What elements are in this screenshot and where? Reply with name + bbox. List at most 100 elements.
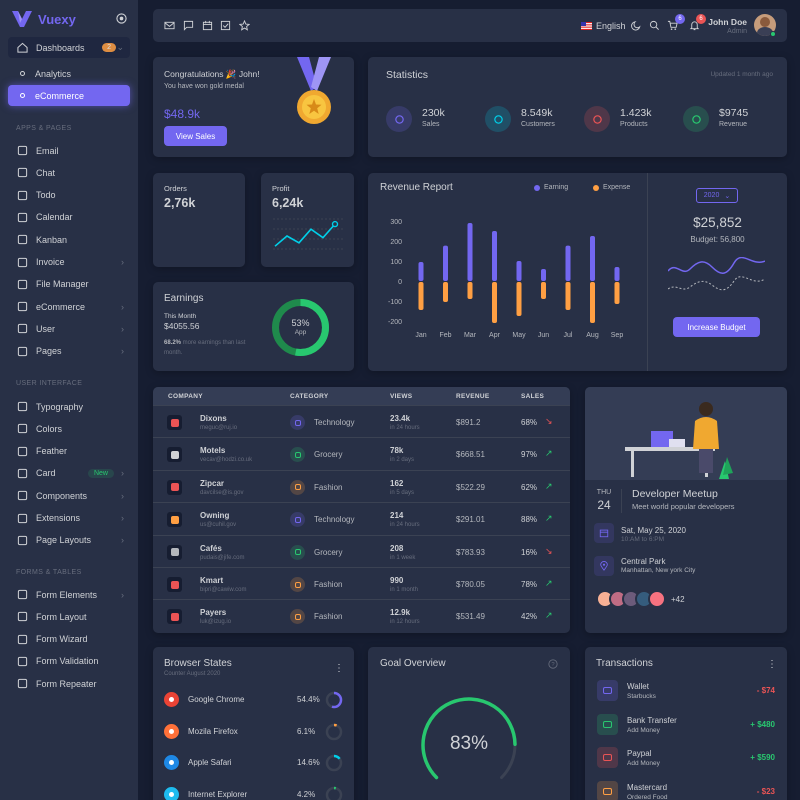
expense-bar [541,282,546,299]
sidebar-item-feather[interactable]: Feather [8,441,130,462]
profit-value: 6,24k [272,196,304,210]
search-icon[interactable] [649,20,660,31]
sidebar-item-form-elements[interactable]: Form Elements › [8,584,130,605]
sidebar-item-label: eCommerce [35,90,85,101]
attendee-avatar[interactable] [648,590,666,608]
mail-icon[interactable] [164,20,175,31]
sidebar-item-form-validation[interactable]: Form Validation [8,651,130,672]
gold-medal-icon [297,57,331,124]
sidebar-item-dashboards[interactable]: Dashboards 2 ⌄ [8,37,130,58]
sidebar-item-label: Pages [36,346,62,357]
year-dropdown[interactable]: 2020 ⌄ [696,188,738,203]
sales-value: 68% [521,418,538,427]
meetup-where: Central Park [621,557,666,566]
sidebar-item-kanban[interactable]: Kanban [8,229,130,250]
table-row[interactable]: Owning us@cuhil.gov Technology 214 in 24 hou… [153,502,570,534]
views-value: 78k [390,446,404,456]
sidebar-item-page-layouts[interactable]: Page Layouts › [8,530,130,551]
expense-bar [516,282,522,316]
sidebar-item-typography[interactable]: Typography [8,396,130,417]
views-sub: in 2 days [390,457,415,464]
browser-row: Mozila Firefox 6.1% [164,722,344,742]
sidebar-item-ecommerce[interactable]: eCommerce › [8,296,130,317]
profit-line-chart [273,218,345,250]
category-name: Grocery [314,547,343,557]
browser-pct: 54.4% [297,695,320,704]
category-icon [290,544,305,560]
brand[interactable]: Vuexy [12,11,76,27]
sidebar-item-colors[interactable]: Colors [8,418,130,439]
view-sales-button[interactable]: View Sales [164,126,227,146]
meetup-date: 24 [597,498,611,512]
sales-value: 78% [521,580,538,589]
sidebar-item-extensions[interactable]: Extensions › [8,508,130,529]
company-table-card [153,387,570,633]
expense-bar [565,282,571,310]
help-circle-icon[interactable]: ? [548,659,558,669]
table-row[interactable]: Zipcar davcilse@is.gov Fashion 162 in 5 days… [153,469,570,502]
sidebar-item-analytics[interactable]: Analytics [8,63,130,84]
table-row[interactable]: Dixons meguc@ruj.io Technology 23.4k in 24 h… [153,405,570,437]
sidebar-item-form-layout[interactable]: Form Layout [8,606,130,627]
table-row[interactable]: Cafés pudais@jife.com Grocery 208 in 1 week $… [153,534,570,567]
browser-progress-ring [325,723,343,740]
avatar[interactable] [754,14,776,36]
cart-count-badge: 6 [675,14,685,24]
sidebar-item-pages[interactable]: Pages › [8,341,130,362]
browser-name: Internet Explorer [188,789,248,799]
sidebar-item-todo[interactable]: Todo [8,185,130,206]
year-value: 2020 [703,192,720,199]
table-row[interactable]: Payers luk@izug.io Fashion 12.9k in 12 hours… [153,599,570,631]
sidebar-item-form-repeater[interactable]: Form Repeater [8,673,130,694]
company-email: luk@izug.io [200,619,232,626]
browser-row: Google Chrome 54.4% [164,690,344,710]
message-square-icon[interactable] [183,20,194,31]
sidebar-item-label: Dashboards [36,42,85,53]
sidebar-item-card[interactable]: Card New › [8,463,130,484]
views-sub: in 1 month [390,587,419,593]
earnings-title: Earnings [164,293,204,304]
sidebar-item-label: Form Wizard [36,634,88,645]
sidebar-item-components[interactable]: Components › [8,485,130,506]
trending-up-icon: ↗ [545,610,553,621]
more-vertical-icon[interactable]: ⋮ [334,663,344,674]
language-selector[interactable]: English [596,21,626,31]
sidebar-item-label: Form Validation [36,656,99,667]
sidebar: Vuexy Dashboards 2 ⌄ Analytics eCommerce… [0,0,138,800]
stat-label: Customers [521,121,555,128]
shopping-cart-icon[interactable] [667,20,678,31]
calendar-icon[interactable] [202,20,213,31]
credit-card-icon [17,468,28,479]
stat-products: 1.423k Products [584,106,679,134]
table-row[interactable]: Kmart bipri@cawiw.com Fashion 990 in 1 month… [153,567,570,599]
x-tick-label: Jun [538,332,549,339]
company-name: Zipcar [200,478,225,488]
star-icon[interactable] [239,20,250,31]
sidebar-item-form-wizard[interactable]: Form Wizard [8,629,130,650]
x-tick-label: Mar [464,332,477,339]
revenue-value: $780.05 [456,580,485,589]
more-vertical-icon[interactable]: ⋮ [767,659,777,670]
sidebar-item-invoice[interactable]: Invoice › [8,252,130,273]
check-square-icon[interactable] [220,20,231,31]
category-name: Technology [314,515,355,525]
earnings-card: Earnings This Month $4055.56 68.2% more … [153,282,354,371]
online-status-dot [770,31,776,37]
mail-icon [17,145,28,156]
bell-icon[interactable] [689,20,700,31]
target-icon[interactable] [116,13,127,24]
sidebar-item-chat[interactable]: Chat [8,162,130,183]
increase-budget-button[interactable]: Increase Budget [673,317,760,337]
moon-icon[interactable] [631,20,642,31]
stat-sales: 230k Sales [386,106,481,134]
transactions-title: Transactions [596,658,653,669]
company-email: bipri@cawiw.com [200,587,247,593]
table-row[interactable]: Motels vecav@hodzi.co.uk Grocery 78k in 2 da… [153,437,570,469]
wallet-icon [597,680,618,701]
sidebar-item-file-manager[interactable]: File Manager [8,274,130,295]
sidebar-item-user[interactable]: User › [8,318,130,339]
sidebar-item-calendar[interactable]: Calendar [8,207,130,228]
sidebar-item-email[interactable]: Email [8,140,130,161]
sidebar-item-ecommerce-active[interactable]: eCommerce [8,85,130,106]
y-tick-label: 300 [390,219,402,226]
